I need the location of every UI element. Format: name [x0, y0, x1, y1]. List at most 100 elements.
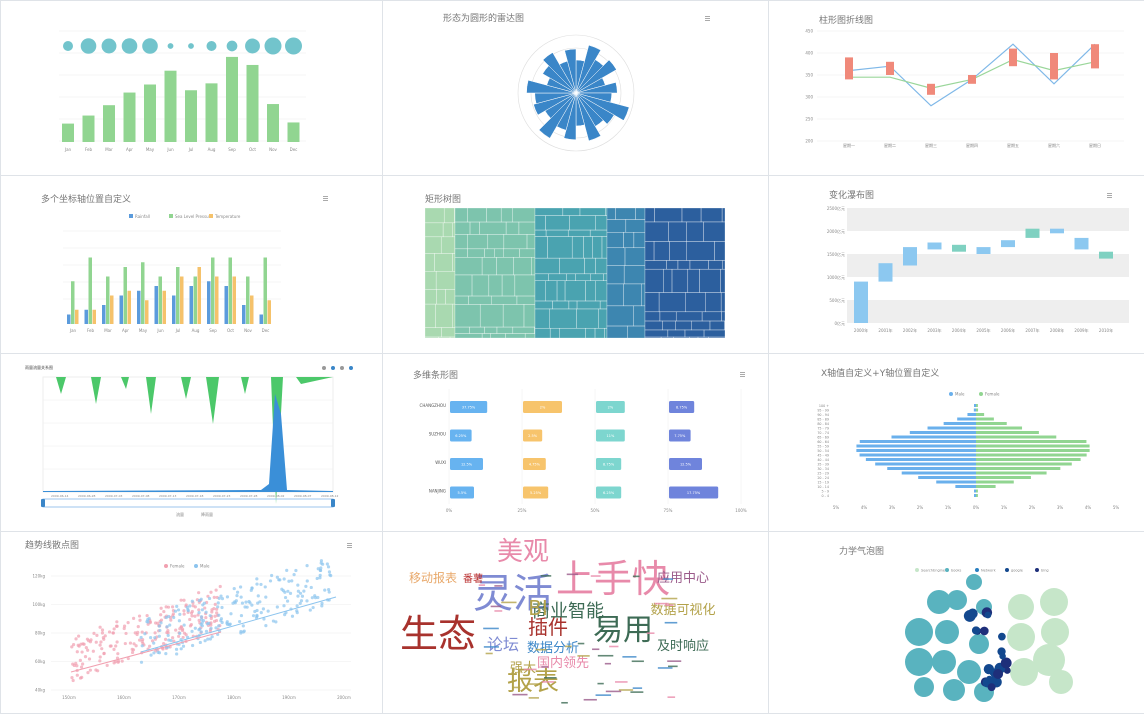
bar	[75, 309, 79, 324]
female-point	[132, 642, 136, 646]
menu-icon	[347, 543, 352, 544]
male-point	[239, 631, 243, 635]
small-word	[662, 578, 673, 580]
chart-title: 雨量流量关系图	[25, 364, 53, 370]
male-point	[200, 624, 204, 628]
tick-label: Mar	[104, 328, 112, 333]
waterfall-bar	[1050, 228, 1064, 234]
male-point	[270, 573, 274, 578]
legend-swatch	[949, 392, 953, 396]
female-point	[70, 675, 74, 680]
bubble-network	[984, 611, 992, 619]
menu-icon	[323, 198, 328, 199]
male-point	[313, 596, 318, 600]
male-point	[290, 579, 294, 583]
male-point	[176, 608, 181, 612]
bar	[596, 401, 625, 413]
male-point	[209, 626, 213, 630]
legend-label: Rainfall	[135, 214, 150, 219]
bubble	[63, 41, 73, 51]
female-point	[182, 598, 186, 602]
male-point	[298, 591, 303, 595]
small-word	[494, 585, 503, 587]
rose-petal	[564, 48, 577, 94]
small-word	[483, 646, 499, 648]
range-bar	[886, 61, 894, 75]
female-point	[159, 618, 164, 622]
female-point	[78, 658, 82, 662]
legend-swatch	[129, 214, 133, 218]
data-label: 11%	[607, 434, 615, 438]
female-point	[136, 625, 140, 629]
female-point	[87, 657, 92, 661]
female-point	[189, 611, 194, 615]
small-word	[622, 656, 637, 658]
tick-label: 2009-07-18	[186, 494, 204, 498]
male-bar	[859, 453, 976, 457]
male-point	[229, 612, 233, 616]
word: 强大	[510, 661, 536, 676]
male-point	[296, 583, 300, 587]
male-point	[227, 623, 232, 627]
male-point	[149, 653, 153, 657]
waterfall-bar	[1001, 240, 1015, 248]
female-point	[98, 655, 102, 659]
female-point	[131, 648, 136, 652]
menu-icon	[1107, 193, 1112, 194]
data-label: 17.75%	[687, 491, 701, 495]
female-point	[111, 631, 115, 635]
female-bar	[976, 435, 1057, 439]
treemap-cell	[708, 336, 726, 339]
waterfall-bar	[927, 242, 942, 250]
male-point	[255, 613, 259, 617]
bubble-books	[914, 677, 934, 697]
male-point	[217, 613, 221, 617]
tick-label: Apr	[122, 328, 129, 333]
tick-label: 85 - 89	[817, 418, 829, 422]
female-point	[159, 613, 163, 617]
legend-label: SearchEngine	[921, 569, 945, 573]
male-point	[153, 636, 157, 640]
tick-label: 20 - 24	[817, 476, 829, 480]
female-point	[177, 634, 181, 638]
female-point	[137, 614, 142, 618]
tick-label: 5%	[1113, 505, 1120, 510]
male-point	[152, 651, 156, 655]
tick-label: 星期一	[843, 142, 855, 148]
small-word	[566, 573, 579, 576]
female-point	[193, 614, 197, 618]
female-bar	[976, 449, 1090, 452]
menu-icon	[323, 200, 328, 201]
bubble	[121, 38, 138, 54]
bar	[106, 276, 110, 324]
legend-swatch	[915, 568, 919, 572]
bar	[145, 300, 149, 324]
female-bar	[976, 489, 978, 493]
male-point	[259, 611, 263, 615]
category-label: WUXI	[435, 460, 446, 465]
bubble	[285, 37, 302, 55]
male-point	[175, 604, 179, 608]
female-point	[92, 631, 96, 635]
female-point	[88, 668, 92, 672]
bubble-network	[1000, 657, 1012, 669]
male-point	[179, 647, 183, 651]
bar	[596, 458, 622, 470]
male-point	[208, 637, 212, 641]
bar	[267, 300, 271, 324]
male-bar	[955, 485, 976, 488]
bubble	[226, 40, 238, 52]
female-bar	[976, 476, 1031, 479]
small-word	[561, 701, 568, 704]
male-point	[186, 609, 190, 613]
tick-label: 3%	[1057, 505, 1064, 510]
tick-label: 2009-06-14	[51, 494, 69, 498]
male-point	[190, 599, 194, 603]
female-point	[212, 595, 216, 599]
tick-label: Apr	[126, 147, 133, 152]
female-point	[153, 631, 157, 635]
tick-label: 35 - 39	[817, 463, 829, 467]
save-icon	[349, 366, 353, 370]
male-point	[178, 631, 182, 635]
male-point	[139, 635, 143, 640]
